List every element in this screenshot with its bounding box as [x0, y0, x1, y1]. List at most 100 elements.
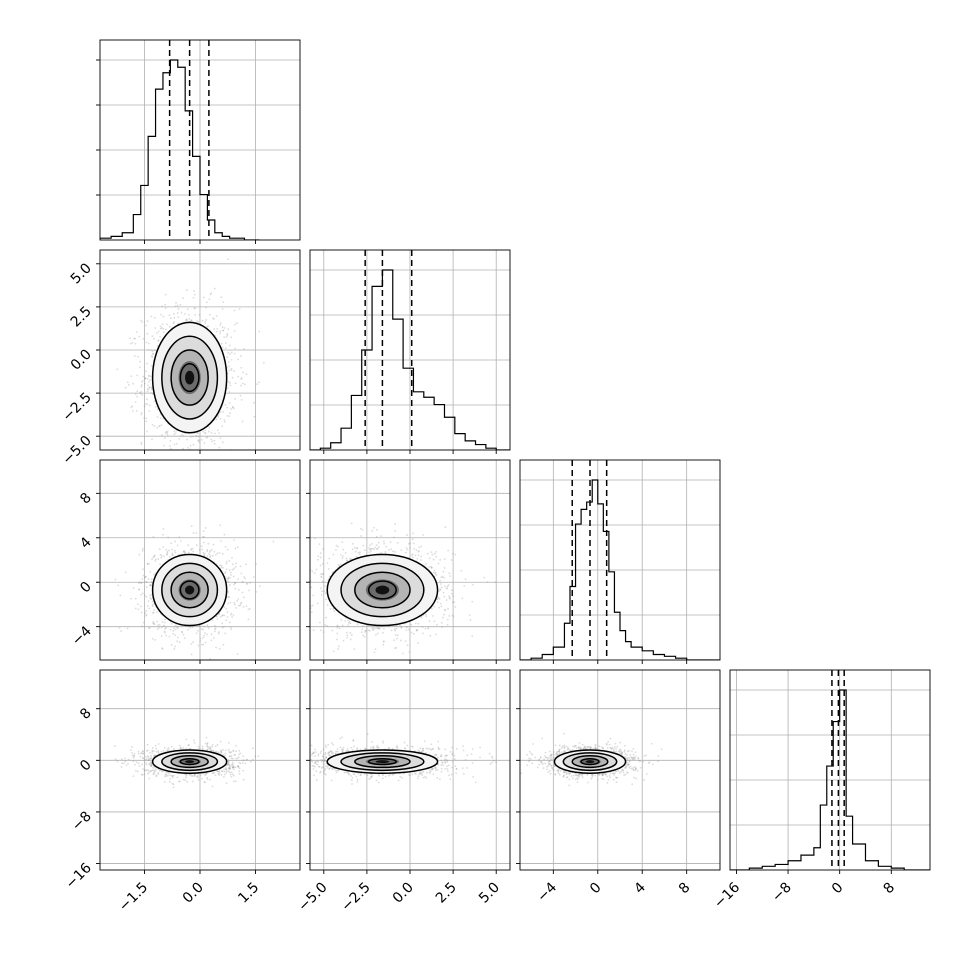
scatter-point: [349, 638, 352, 641]
scatter-point: [454, 606, 457, 608]
scatter-point: [145, 595, 148, 598]
scatter-point: [140, 384, 143, 386]
scatter-point: [226, 406, 229, 409]
scatter-point: [443, 558, 446, 560]
scatter-point: [224, 404, 227, 406]
scatter-point: [376, 627, 379, 630]
scatter-point: [140, 773, 143, 776]
scatter-point: [390, 629, 393, 632]
scatter-point: [422, 632, 424, 635]
scatter-point: [377, 546, 380, 548]
scatter-point: [120, 758, 123, 761]
scatter-point: [207, 325, 209, 328]
scatter-point: [451, 592, 453, 595]
scatter-point: [145, 613, 148, 616]
scatter-point: [206, 325, 208, 328]
scatter-point: [432, 615, 434, 617]
scatter-point: [376, 548, 378, 550]
scatter-point: [240, 384, 242, 387]
scatter-point: [215, 615, 218, 618]
scatter-point: [344, 619, 346, 622]
y-tick-label: −2.5: [59, 390, 94, 425]
scatter-point: [172, 629, 175, 632]
scatter-point: [150, 354, 153, 357]
scatter-point: [228, 415, 231, 417]
scatter-point: [247, 618, 250, 621]
scatter-point: [222, 329, 225, 332]
contour-1.5σ: [340, 562, 425, 618]
scatter-point: [319, 629, 322, 632]
scatter-point: [130, 375, 133, 378]
scatter-point: [347, 624, 350, 627]
scatter-point: [292, 633, 294, 635]
scatter-point: [116, 368, 119, 371]
scatter-point: [174, 628, 177, 631]
scatter-point: [195, 532, 198, 535]
scatter-point: [417, 667, 419, 669]
scatter-point: [149, 597, 152, 599]
scatter-point: [241, 591, 244, 594]
scatter-point: [437, 562, 440, 565]
scatter-point: [184, 551, 187, 554]
scatter-point: [194, 313, 197, 316]
scatter-point: [141, 763, 144, 766]
scatter-point: [279, 561, 281, 563]
scatter-point: [209, 550, 212, 552]
scatter-point: [166, 433, 169, 436]
scatter-point: [219, 322, 222, 325]
scatter-point: [177, 625, 179, 628]
scatter-point: [240, 572, 243, 575]
scatter-point: [183, 637, 186, 639]
scatter-point: [240, 377, 243, 380]
scatter-point: [394, 550, 396, 553]
scatter-panel-3-0: −1.5 0.0 1.5−16−808: [63, 669, 301, 915]
scatter-point: [162, 749, 165, 752]
scatter-point: [166, 553, 168, 556]
scatter-point: [182, 550, 185, 553]
scatter-point: [138, 366, 141, 369]
scatter-point: [428, 566, 431, 568]
scatter-point: [169, 447, 172, 450]
scatter-point: [169, 440, 172, 442]
scatter-point: [168, 555, 171, 558]
scatter-point: [320, 594, 323, 596]
scatter-point: [160, 635, 163, 637]
scatter-point: [451, 601, 454, 604]
scatter-point: [215, 553, 217, 556]
scatter-point: [148, 461, 150, 463]
scatter-point: [442, 591, 445, 594]
scatter-point: [447, 584, 450, 586]
scatter-point: [468, 614, 471, 617]
scatter-point: [241, 581, 244, 584]
scatter-point: [148, 386, 151, 389]
scatter-point: [374, 546, 377, 549]
scatter-point: [203, 552, 206, 555]
scatter-point: [163, 437, 166, 439]
scatter-point: [148, 777, 151, 780]
density-level-4: [185, 370, 195, 385]
scatter-point: [140, 443, 143, 446]
scatter-point: [204, 632, 206, 635]
scatter-point: [346, 634, 349, 637]
scatter-point: [164, 627, 166, 630]
scatter-point: [153, 554, 156, 557]
scatter-point: [142, 547, 144, 550]
scatter-point: [336, 632, 339, 635]
scatter-point: [244, 383, 246, 386]
scatter-point: [368, 548, 371, 551]
scatter-point: [420, 555, 423, 558]
scatter-point: [418, 550, 421, 552]
scatter-point: [147, 349, 150, 352]
scatter-point: [147, 384, 150, 387]
scatter-point: [143, 769, 146, 772]
scatter-point: [399, 639, 402, 642]
scatter-point: [382, 640, 385, 643]
scatter-point: [183, 552, 186, 555]
scatter-point: [209, 778, 212, 781]
scatter-point: [215, 330, 218, 333]
scatter-point: [163, 555, 165, 558]
scatter-point: [148, 762, 150, 765]
scatter-point: [174, 645, 177, 648]
scatter-point: [400, 626, 403, 628]
scatter-point: [337, 563, 340, 566]
